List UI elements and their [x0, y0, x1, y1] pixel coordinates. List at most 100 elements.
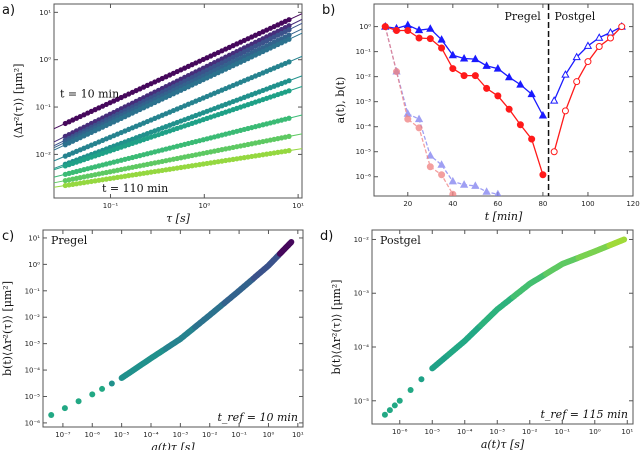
data-point — [414, 25, 424, 34]
y-tick-label: 10⁰ — [28, 261, 40, 269]
data-point — [396, 397, 403, 404]
y-tick-label: 10⁻⁴ — [25, 367, 41, 375]
data-point — [286, 27, 292, 33]
x-tick-label: 10⁻⁵ — [114, 431, 130, 439]
data-point — [516, 121, 524, 129]
x-tick-label: 10⁰ — [198, 202, 210, 210]
series-9 — [53, 133, 303, 184]
data-point — [538, 110, 548, 119]
data-point — [504, 72, 514, 81]
y-tick-label: 10⁻⁴ — [356, 123, 372, 131]
data-point — [528, 135, 536, 143]
y-tick-label: 10⁻² — [25, 314, 41, 322]
postgel-label: Postgel — [555, 10, 596, 23]
series-0 — [53, 13, 303, 130]
y-tick-label: 10⁻¹ — [356, 48, 372, 56]
data-point — [286, 32, 292, 38]
series-line — [385, 24, 544, 116]
data-point — [561, 70, 570, 78]
data-point — [286, 23, 292, 29]
data-point — [621, 236, 628, 243]
series-1 — [381, 20, 548, 119]
data-point — [415, 124, 423, 132]
pregel-label: Pregel — [505, 10, 542, 23]
panel-letter: a) — [2, 3, 15, 18]
y-tick-label: 10⁰ — [359, 23, 371, 31]
data-point — [550, 96, 559, 104]
series-6 — [53, 75, 303, 169]
panel-2: c) 10⁻⁷ 10⁻⁶ 10⁻⁵ 10⁻⁴ 10⁻³ 10⁻² 10⁻¹ 10⁰ 10¹ 10⁻⁶… — [1, 229, 304, 450]
data-point — [494, 189, 502, 196]
x-tick-label: 10⁻³ — [490, 428, 506, 436]
panel-0: a) 10⁻¹ 10⁰ 10¹ 10⁻² 10⁻¹ 10⁰ 10¹ τ [s] ⟨Δr²(τ)⟩ … — [2, 3, 304, 225]
data-point — [61, 405, 68, 412]
data-point — [393, 68, 401, 76]
data-point — [584, 58, 592, 66]
series-5 — [53, 55, 303, 162]
series-3 — [550, 22, 626, 104]
phase-label: Postgel — [380, 234, 421, 247]
y-tick-label: 10¹ — [39, 9, 51, 17]
series-8 — [53, 114, 303, 178]
x-tick-label: 10⁻¹ — [555, 428, 571, 436]
data-point — [288, 239, 295, 246]
data-point — [286, 148, 292, 154]
data-point — [448, 50, 457, 59]
y-tick-label: 10⁻¹ — [36, 104, 52, 112]
data-point — [75, 398, 82, 405]
data-point — [573, 78, 581, 86]
data-point — [527, 89, 536, 98]
data-point — [99, 385, 106, 392]
x-tick-label: 10⁻⁵ — [425, 428, 441, 436]
annotation-t110: t = 110 min — [102, 182, 168, 195]
data-point — [505, 105, 513, 113]
y-tick-label: 10⁻³ — [354, 290, 370, 298]
series-1 — [53, 18, 303, 143]
x-axis-label: a(t)τ [s] — [481, 438, 525, 450]
data-point — [471, 72, 479, 80]
x-tick-label: 10⁻⁶ — [392, 428, 408, 436]
x-tick-label: 20 — [403, 200, 412, 208]
series-line — [384, 26, 499, 195]
data-point — [539, 171, 547, 179]
data-point — [437, 160, 446, 168]
x-tick-label: 10⁰ — [589, 428, 601, 436]
data-point — [438, 44, 446, 52]
data-point — [89, 391, 96, 398]
data-point — [286, 36, 292, 42]
data-point — [286, 59, 292, 65]
data-point — [493, 64, 503, 72]
series-line — [385, 25, 544, 175]
y-axis-label: b(t)⟨Δr²(τ)⟩ [μm²] — [1, 281, 14, 376]
data-point — [459, 180, 469, 188]
data-point — [391, 402, 398, 409]
annotation-t10: t = 10 min — [60, 87, 119, 100]
y-axis-label: b(t)⟨Δr²(τ)⟩ [μm²] — [330, 280, 343, 375]
data-point — [483, 84, 491, 92]
y-tick-label: 10⁻⁵ — [356, 148, 372, 156]
x-tick-label: 10⁻⁴ — [457, 428, 473, 436]
y-tick-label: 10⁻⁵ — [25, 393, 41, 401]
y-tick-label: 10⁻² — [36, 151, 52, 159]
x-tick-label: 10⁻⁷ — [55, 431, 71, 439]
axes-frame — [42, 229, 304, 428]
data-point — [403, 20, 412, 29]
data-point — [460, 72, 468, 80]
panel-3: d) 10⁻⁶ 10⁻⁵ 10⁻⁴ 10⁻³ 10⁻² 10⁻¹ 10⁰ 10¹ 10⁻⁵ 10⁻⁴… — [320, 229, 634, 450]
y-tick-label: 10⁻⁴ — [354, 344, 370, 352]
x-tick-label: 100 — [581, 200, 594, 208]
y-tick-label: 10⁰ — [39, 56, 51, 64]
series-line — [384, 26, 454, 195]
series-2 — [550, 23, 626, 156]
data-point — [482, 61, 491, 69]
x-tick-label: 10⁻² — [522, 428, 538, 436]
data-point — [407, 386, 414, 393]
x-tick-label: 80 — [538, 200, 547, 208]
data-point — [595, 33, 604, 41]
data-point — [48, 411, 55, 418]
series-0 — [381, 23, 547, 179]
y-tick-label: 10¹ — [28, 234, 40, 242]
x-tick-label: 10⁻² — [202, 431, 218, 439]
x-axis-label: a(t)τ [s] — [151, 441, 195, 450]
